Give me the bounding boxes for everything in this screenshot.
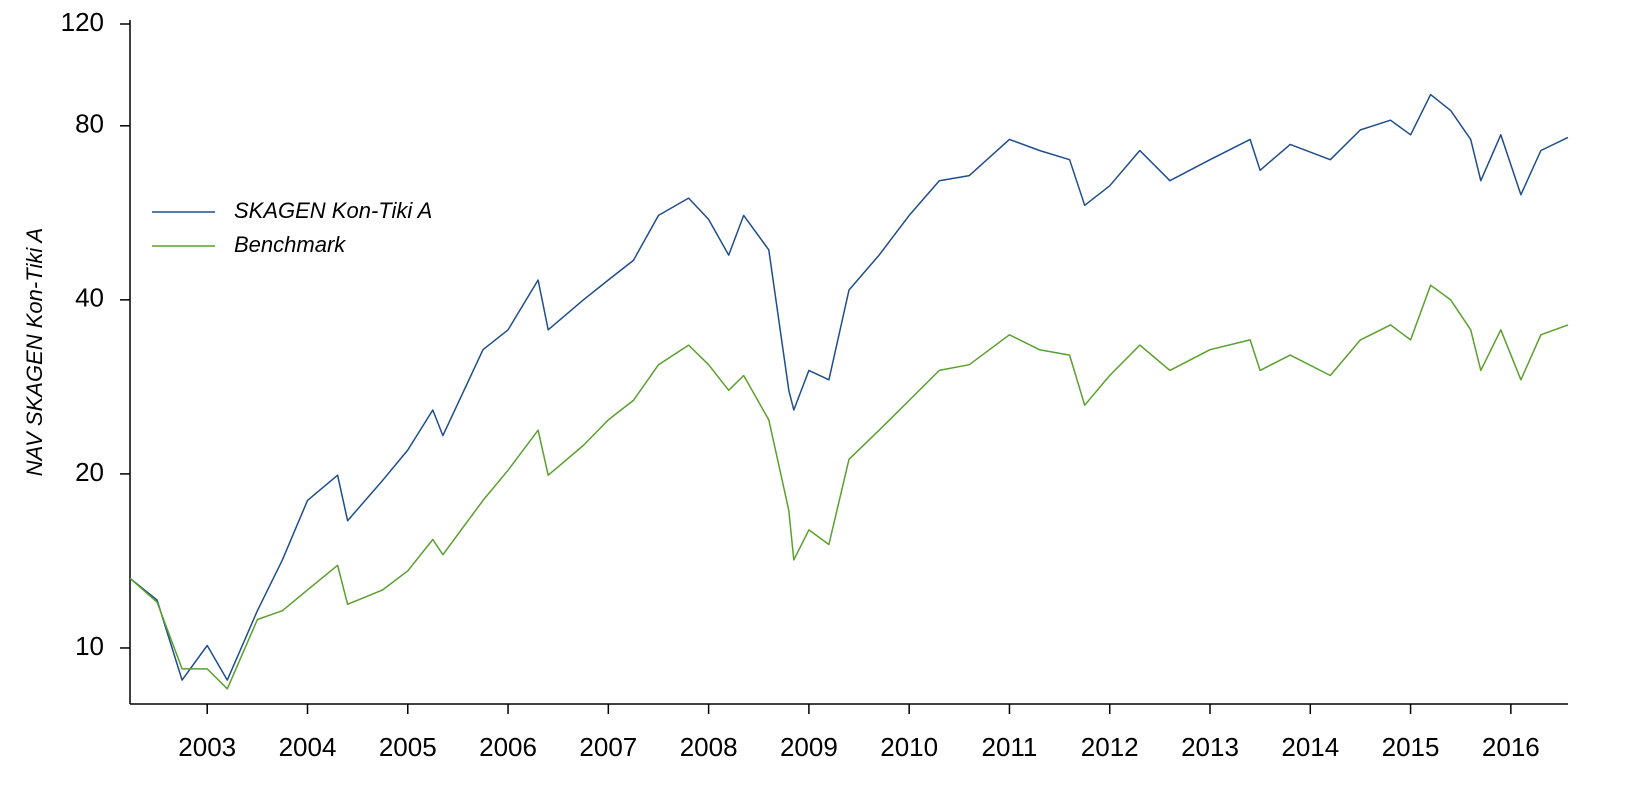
x-tick-label: 2005 bbox=[379, 732, 437, 762]
x-tick-label: 2012 bbox=[1081, 732, 1139, 762]
y-tick-label: 40 bbox=[75, 283, 104, 313]
x-tick-label: 2015 bbox=[1382, 732, 1440, 762]
y-tick-label: 80 bbox=[75, 109, 104, 139]
x-tick-label: 2009 bbox=[780, 732, 838, 762]
x-tick-label: 2007 bbox=[579, 732, 637, 762]
legend-label: SKAGEN Kon-Tiki A bbox=[234, 198, 432, 223]
x-tick-label: 2014 bbox=[1281, 732, 1339, 762]
y-tick-label: 10 bbox=[75, 631, 104, 661]
y-tick-label: 120 bbox=[61, 7, 104, 37]
y-axis-label: NAV SKAGEN Kon-Tiki A bbox=[22, 228, 47, 476]
legend-label: Benchmark bbox=[234, 232, 346, 257]
x-tick-label: 2008 bbox=[680, 732, 738, 762]
series-line bbox=[129, 93, 1569, 681]
x-tick-label: 2003 bbox=[178, 732, 236, 762]
x-tick-label: 2004 bbox=[279, 732, 337, 762]
series-line bbox=[129, 284, 1569, 690]
x-tick-label: 2010 bbox=[880, 732, 938, 762]
x-tick-label: 2011 bbox=[981, 732, 1037, 762]
x-tick-label: 2006 bbox=[479, 732, 537, 762]
x-tick-label: 2013 bbox=[1181, 732, 1239, 762]
x-tick-label: 2016 bbox=[1482, 732, 1540, 762]
y-tick-label: 20 bbox=[75, 457, 104, 487]
